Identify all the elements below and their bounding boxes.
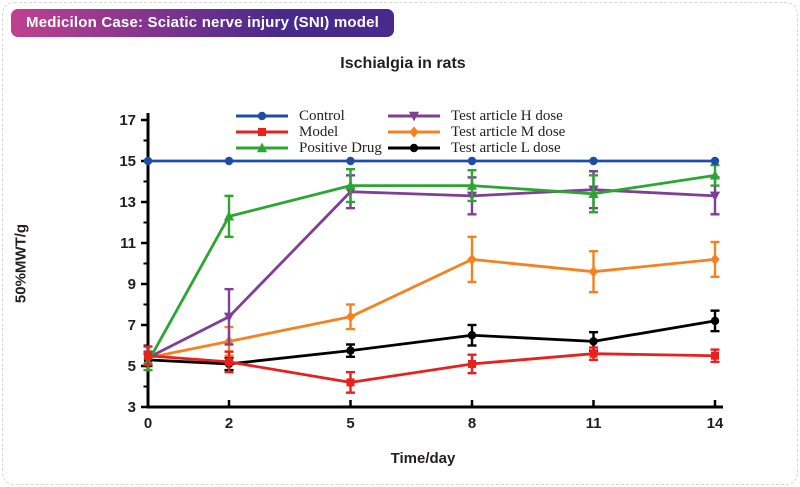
series-line	[147, 319, 716, 366]
case-badge: Medicilon Case: Sciatic nerve injury (SN…	[11, 9, 395, 37]
legend-item: Test article M dose	[386, 124, 565, 140]
line-chart: 3 5 7 9 11 13 15 17 0 2 5 8 11 14	[119, 112, 724, 432]
legend-label: Test article H dose	[451, 107, 563, 124]
legend-swatch-circle-icon	[388, 143, 440, 153]
y-tick-label: 3	[128, 399, 136, 416]
series-line	[146, 173, 716, 363]
y-tick-label: 11	[120, 235, 136, 252]
series-model	[143, 345, 720, 394]
x-tick-label: 0	[144, 415, 152, 432]
legend-item: Positive Drug	[234, 140, 386, 156]
legend-label: Control	[299, 107, 345, 124]
legend-swatch-circle-icon	[236, 111, 288, 121]
legend-swatch-triangle-up-icon	[236, 142, 288, 153]
legend-item: Model	[234, 124, 386, 140]
y-tick-label: 7	[128, 317, 136, 334]
x-tick-label: 14	[707, 415, 724, 432]
series-positive-drug	[142, 163, 721, 372]
legend-swatch-square-icon	[236, 128, 288, 136]
x-tick-label: 2	[225, 415, 233, 432]
x-tick-label: 8	[468, 415, 476, 432]
legend-swatch-triangle-down-icon	[388, 111, 440, 122]
series-line	[147, 257, 716, 360]
chart-title: Ischialgia in rats	[340, 55, 466, 72]
legend-label: Test article M dose	[451, 123, 566, 140]
x-axis-label: Time/day	[390, 450, 456, 467]
legend-item: Control	[234, 108, 386, 124]
legend-label: Positive Drug	[299, 139, 382, 156]
y-tick-label: 9	[128, 276, 136, 293]
y-tick-label: 15	[119, 153, 136, 170]
series-control	[143, 156, 720, 166]
y-tick-label: 5	[128, 358, 136, 375]
x-tick-label: 5	[346, 415, 354, 432]
legend-label: Model	[299, 123, 339, 140]
legend-swatch-diamond-icon	[388, 126, 440, 138]
x-tick-label: 11	[586, 415, 602, 432]
series-line	[147, 352, 716, 384]
legend-item: Test article L dose	[386, 140, 565, 156]
y-tick-label: 17	[119, 112, 136, 129]
chart-legend: Control Model Positive Drug Test article H …	[234, 108, 565, 156]
legend-label: Test article L dose	[451, 139, 561, 156]
y-tick-label: 13	[119, 194, 136, 211]
legend-item: Test article H dose	[386, 108, 565, 124]
